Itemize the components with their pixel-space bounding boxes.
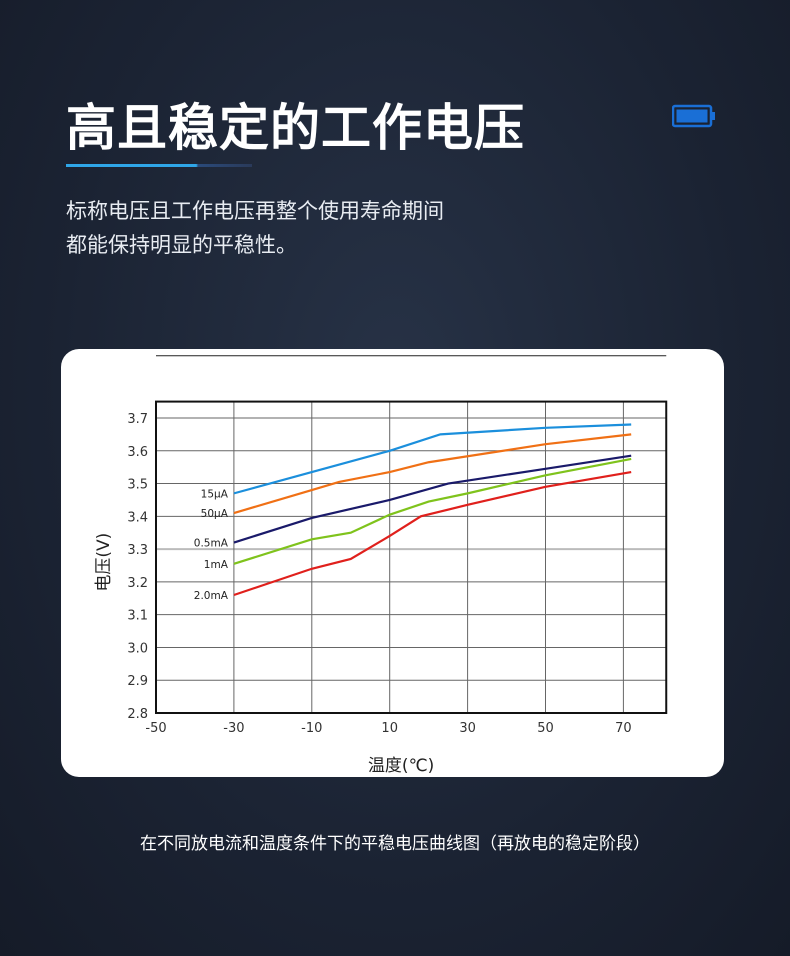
y-tick-label: 3.6 bbox=[127, 445, 148, 460]
y-tick-label: 2.9 bbox=[127, 674, 148, 689]
description-line: 标称电压且工作电压再整个使用寿命期间 bbox=[66, 199, 444, 223]
y-tick-label: 3.0 bbox=[127, 641, 148, 656]
series-label: 1mA bbox=[204, 559, 229, 571]
chart-card: 2.8 2.9 3.0 3.1 3.2 3.3 3.4 3.5 3.6 3.7 -50 -30 -10 1… bbox=[61, 349, 724, 777]
voltage-temperature-chart: 2.8 2.9 3.0 3.1 3.2 3.3 3.4 3.5 3.6 3.7 -50 -30 -10 1… bbox=[94, 355, 668, 776]
series-label: 50μA bbox=[201, 508, 229, 520]
description-line: 都能保持明显的平稳性。 bbox=[66, 233, 297, 257]
y-tick-label: 3.1 bbox=[127, 609, 148, 624]
title-underline bbox=[66, 164, 252, 167]
series-line bbox=[233, 470, 632, 597]
x-tick-label: -50 bbox=[145, 721, 166, 736]
series-line bbox=[233, 454, 632, 544]
y-tick-label: 2.8 bbox=[127, 707, 148, 722]
x-tick-label: -10 bbox=[301, 721, 322, 736]
series-line bbox=[233, 423, 632, 495]
y-tick-label: 3.3 bbox=[127, 543, 148, 558]
x-tick-label: 70 bbox=[615, 721, 632, 736]
plot-frame bbox=[155, 400, 668, 715]
y-axis-label: 电压(V) bbox=[94, 533, 114, 592]
series-line bbox=[233, 457, 632, 565]
chart-caption: 在不同放电流和温度条件下的平稳电压曲线图（再放电的稳定阶段） bbox=[140, 834, 650, 854]
series-label: 2.0mA bbox=[194, 590, 229, 602]
series-line bbox=[233, 433, 632, 515]
y-tick-label: 3.5 bbox=[127, 478, 148, 493]
y-tick-label: 3.2 bbox=[127, 576, 148, 591]
x-tick-label: 50 bbox=[537, 721, 554, 736]
x-tick-label: 10 bbox=[381, 721, 398, 736]
series-label: 15μA bbox=[201, 488, 229, 500]
x-tick-label: -30 bbox=[223, 721, 244, 736]
battery-full-icon bbox=[672, 104, 715, 128]
y-tick-label: 3.4 bbox=[127, 510, 148, 525]
x-axis-label: 温度(℃) bbox=[368, 756, 434, 776]
y-tick-label: 3.7 bbox=[127, 412, 148, 427]
x-tick-label: 30 bbox=[459, 721, 476, 736]
description: 标称电压且工作电压再整个使用寿命期间 都能保持明显的平稳性。 bbox=[66, 194, 444, 262]
page-title: 高且稳定的工作电压 bbox=[66, 99, 525, 157]
series-label: 0.5mA bbox=[194, 538, 229, 550]
